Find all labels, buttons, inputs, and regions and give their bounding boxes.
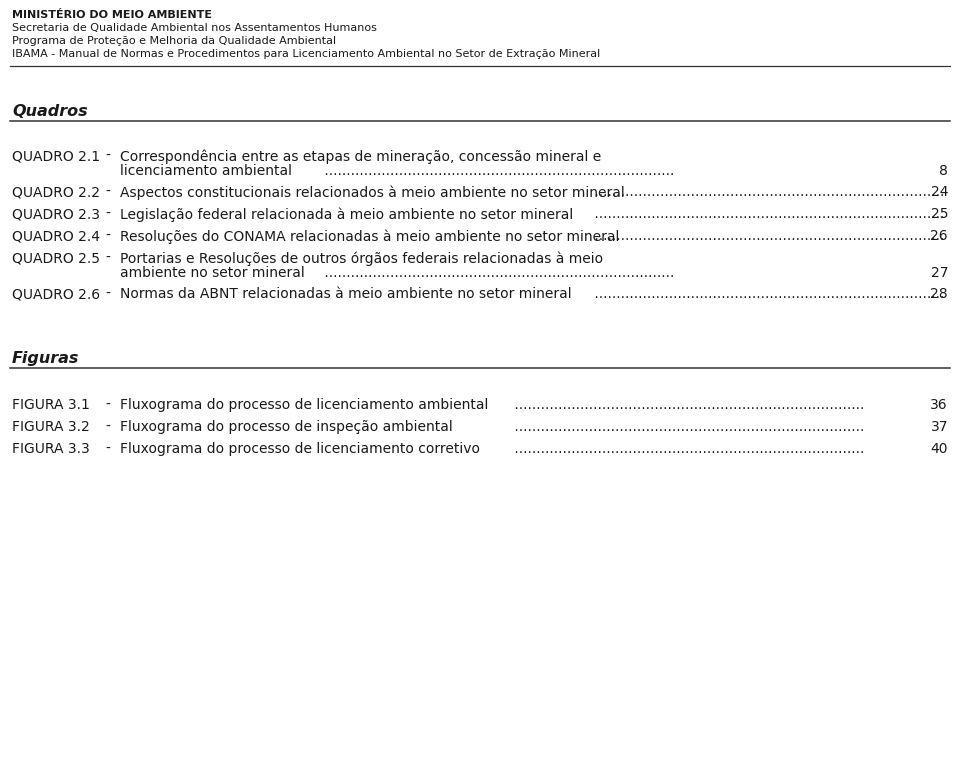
Text: 36: 36 — [930, 398, 948, 412]
Text: Portarias e Resoluções de outros órgãos federais relacionadas à meio: Portarias e Resoluções de outros órgãos … — [120, 251, 603, 265]
Text: 24: 24 — [930, 185, 948, 199]
Text: Figuras: Figuras — [12, 351, 80, 366]
Text: Legislação federal relacionada à meio ambiente no setor mineral: Legislação federal relacionada à meio am… — [120, 207, 573, 222]
Text: 26: 26 — [930, 229, 948, 243]
Text: 40: 40 — [930, 442, 948, 456]
Text: ................................................................................: ........................................… — [510, 442, 864, 456]
Text: ................................................................................: ........................................… — [510, 420, 864, 434]
Text: QUADRO 2.5: QUADRO 2.5 — [12, 251, 100, 265]
Text: ................................................................................: ........................................… — [590, 207, 945, 221]
Text: -: - — [105, 420, 109, 434]
Text: 27: 27 — [930, 266, 948, 280]
Text: QUADRO 2.6: QUADRO 2.6 — [12, 287, 100, 301]
Text: -: - — [105, 229, 109, 243]
Text: -: - — [105, 398, 109, 412]
Text: Programa de Proteção e Melhoria da Qualidade Ambiental: Programa de Proteção e Melhoria da Quali… — [12, 36, 336, 46]
Text: Secretaria de Qualidade Ambiental nos Assentamentos Humanos: Secretaria de Qualidade Ambiental nos As… — [12, 23, 377, 33]
Text: -: - — [105, 251, 109, 265]
Text: 28: 28 — [930, 287, 948, 301]
Text: Aspectos constitucionais relacionados à meio ambiente no setor mineral: Aspectos constitucionais relacionados à … — [120, 185, 625, 199]
Text: QUADRO 2.3: QUADRO 2.3 — [12, 207, 100, 221]
Text: -: - — [105, 287, 109, 301]
Text: -: - — [105, 207, 109, 221]
Text: 25: 25 — [930, 207, 948, 221]
Text: MINISTÉRIO DO MEIO AMBIENTE: MINISTÉRIO DO MEIO AMBIENTE — [12, 10, 212, 20]
Text: ................................................................................: ........................................… — [590, 229, 945, 243]
Text: Quadros: Quadros — [12, 104, 87, 119]
Text: Fluxograma do processo de inspeção ambiental: Fluxograma do processo de inspeção ambie… — [120, 420, 453, 434]
Text: -: - — [105, 149, 109, 163]
Text: -: - — [105, 185, 109, 199]
Text: Resoluções do CONAMA relacionadas à meio ambiente no setor mineral: Resoluções do CONAMA relacionadas à meio… — [120, 229, 619, 243]
Text: 8: 8 — [939, 164, 948, 178]
Text: -: - — [105, 442, 109, 456]
Text: IBAMA - Manual de Normas e Procedimentos para Licenciamento Ambiental no Setor d: IBAMA - Manual de Normas e Procedimentos… — [12, 49, 600, 59]
Text: FIGURA 3.3: FIGURA 3.3 — [12, 442, 89, 456]
Text: QUADRO 2.4: QUADRO 2.4 — [12, 229, 100, 243]
Text: ................................................................................: ........................................… — [320, 266, 674, 280]
Text: ................................................................................: ........................................… — [320, 164, 674, 178]
Text: Correspondência entre as etapas de mineração, concessão mineral e: Correspondência entre as etapas de miner… — [120, 149, 601, 163]
Text: Fluxograma do processo de licenciamento corretivo: Fluxograma do processo de licenciamento … — [120, 442, 480, 456]
Text: Normas da ABNT relacionadas à meio ambiente no setor mineral: Normas da ABNT relacionadas à meio ambie… — [120, 287, 571, 301]
Text: ................................................................................: ........................................… — [590, 185, 945, 199]
Text: ................................................................................: ........................................… — [590, 287, 945, 301]
Text: ambiente no setor mineral: ambiente no setor mineral — [120, 266, 304, 280]
Text: licenciamento ambiental: licenciamento ambiental — [120, 164, 292, 178]
Text: FIGURA 3.1: FIGURA 3.1 — [12, 398, 90, 412]
Text: Fluxograma do processo de licenciamento ambiental: Fluxograma do processo de licenciamento … — [120, 398, 489, 412]
Text: FIGURA 3.2: FIGURA 3.2 — [12, 420, 89, 434]
Text: ................................................................................: ........................................… — [510, 398, 864, 412]
Text: QUADRO 2.1: QUADRO 2.1 — [12, 149, 100, 163]
Text: 37: 37 — [930, 420, 948, 434]
Text: QUADRO 2.2: QUADRO 2.2 — [12, 185, 100, 199]
